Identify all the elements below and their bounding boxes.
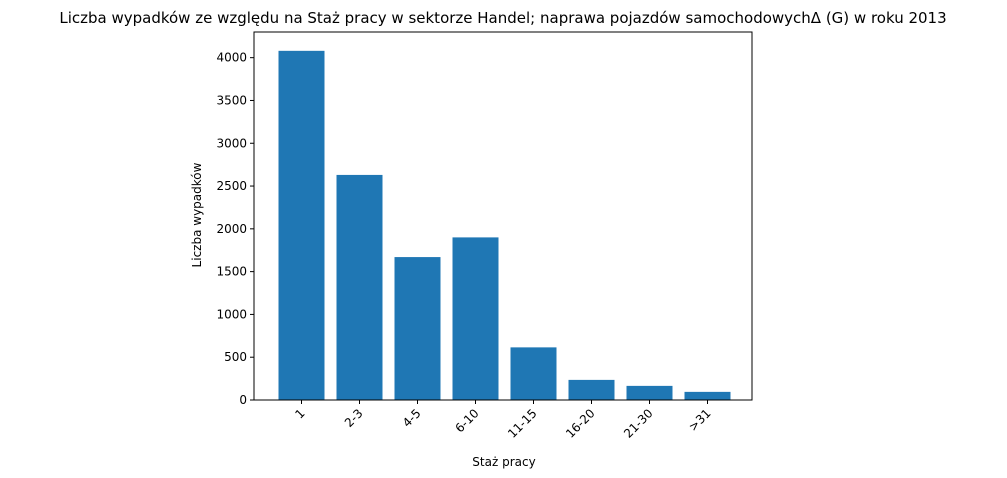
x-tick-label: 21-30 bbox=[621, 406, 656, 441]
y-tick-label: 3500 bbox=[216, 93, 247, 107]
bar-1 bbox=[278, 50, 325, 400]
bar-6-10 bbox=[452, 237, 499, 400]
y-axis-label: Liczba wypadków bbox=[190, 162, 204, 267]
y-tick-label: 2000 bbox=[216, 222, 247, 236]
y-tick-label: 2500 bbox=[216, 179, 247, 193]
x-tick-label: >31 bbox=[686, 406, 714, 434]
bar-11-15 bbox=[510, 347, 557, 400]
chart-title: Liczba wypadków ze względu na Staż pracy… bbox=[59, 9, 946, 27]
x-axis: 1 2-3 4-5 6-10 11-15 16-20 21-30 >31 bbox=[292, 400, 714, 441]
y-axis: 0 500 1000 1500 2000 2500 3000 3500 4000 bbox=[216, 51, 254, 407]
x-tick-label: 11-15 bbox=[505, 406, 540, 441]
bar-16-20 bbox=[568, 379, 615, 400]
x-tick-label: 1 bbox=[292, 406, 307, 421]
x-axis-label: Staż pracy bbox=[472, 455, 535, 469]
bar-2-3 bbox=[336, 174, 383, 400]
bars-group bbox=[278, 50, 731, 400]
x-tick-label: 6-10 bbox=[452, 406, 481, 435]
bar->31 bbox=[684, 391, 731, 400]
y-tick-label: 500 bbox=[224, 350, 247, 364]
x-tick-label: 16-20 bbox=[563, 406, 598, 441]
y-tick-label: 1500 bbox=[216, 265, 247, 279]
y-tick-label: 1000 bbox=[216, 307, 247, 321]
plot-frame bbox=[253, 31, 753, 401]
x-tick-label: 4-5 bbox=[400, 406, 424, 430]
y-tick-label: 4000 bbox=[216, 51, 247, 65]
bar-21-30 bbox=[626, 385, 673, 400]
x-tick-label: 2-3 bbox=[342, 406, 366, 430]
y-tick-label: 3000 bbox=[216, 136, 247, 150]
bar-4-5 bbox=[394, 257, 441, 400]
y-tick-label: 0 bbox=[239, 393, 247, 407]
